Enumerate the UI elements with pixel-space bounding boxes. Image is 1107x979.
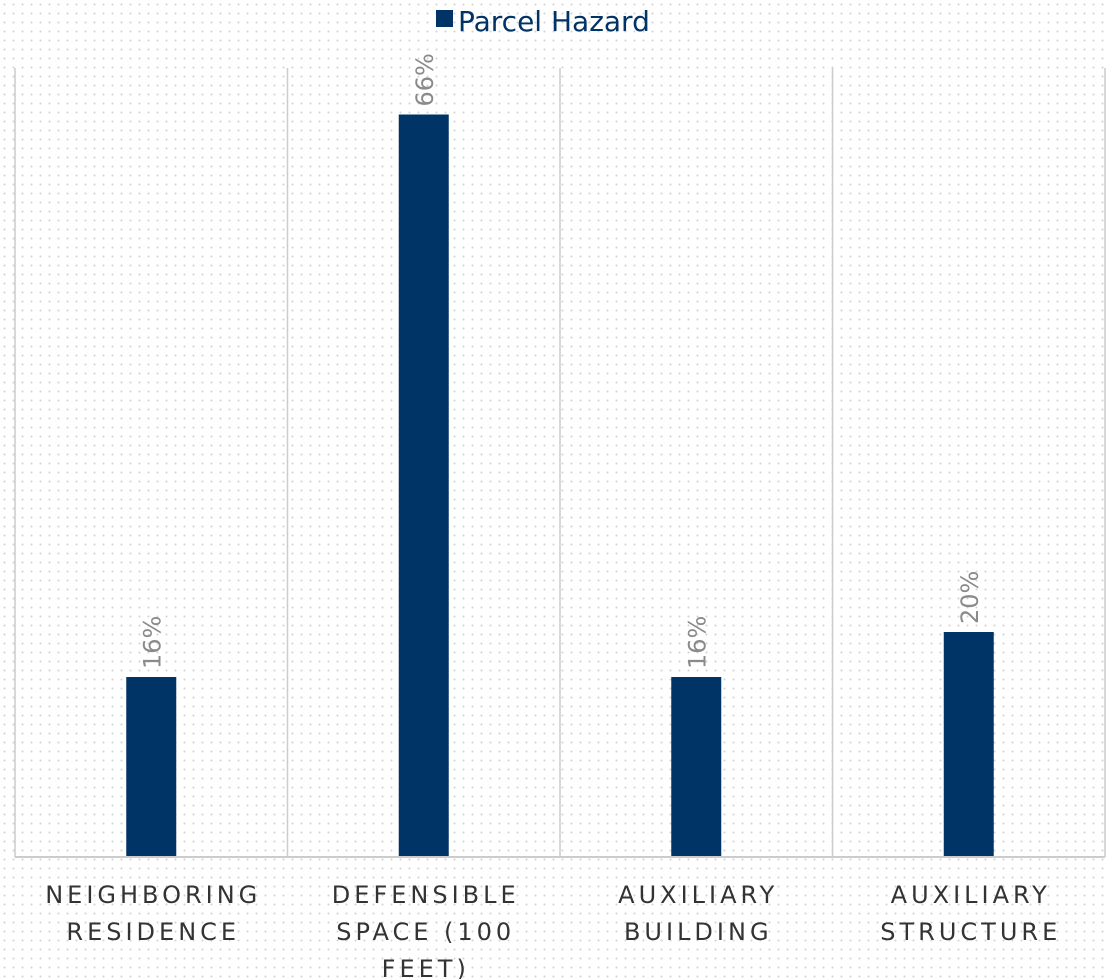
data-label: 66% bbox=[411, 53, 439, 106]
category-label: STRUCTURE bbox=[880, 918, 1061, 946]
category-label: NEIGHBORING bbox=[45, 881, 261, 909]
category-label: SPACE (100 bbox=[336, 918, 515, 946]
data-label: 16% bbox=[683, 616, 711, 669]
legend: Parcel Hazard bbox=[436, 5, 650, 38]
bar bbox=[671, 677, 722, 857]
category-label: DEFENSIBLE bbox=[332, 881, 520, 909]
data-label: 16% bbox=[138, 616, 166, 669]
category-label: FEET) bbox=[382, 955, 470, 979]
category-label: AUXILIARY bbox=[891, 881, 1051, 909]
data-label: 20% bbox=[956, 571, 984, 624]
category-label: AUXILIARY bbox=[618, 881, 778, 909]
plot-area: 16% NEIGHBORING RESIDENCE 66% DEFENSIBLE SPAC… bbox=[14, 53, 1106, 979]
category-label: BUILDING bbox=[624, 918, 773, 946]
bar bbox=[398, 114, 449, 857]
legend-swatch bbox=[436, 10, 453, 27]
category-label: RESIDENCE bbox=[66, 918, 240, 946]
bar bbox=[126, 677, 177, 857]
bar bbox=[943, 632, 994, 857]
legend-label: Parcel Hazard bbox=[458, 5, 650, 38]
